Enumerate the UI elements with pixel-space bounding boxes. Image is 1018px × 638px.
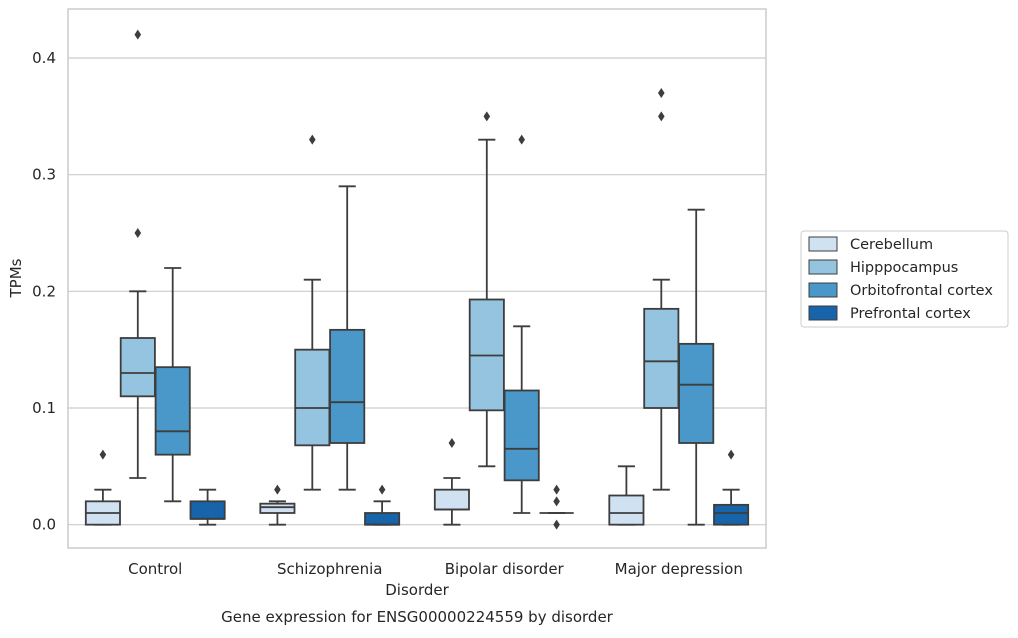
x-tick-label: Control (128, 560, 182, 578)
y-tick-label: 0.2 (32, 282, 56, 300)
y-tick-labels: 0.0 0.1 0.2 0.3 0.4 (32, 49, 56, 534)
outlier-marker (134, 228, 142, 238)
outlier-marker (99, 449, 107, 460)
box-prefrontal-cortex (189, 488, 226, 526)
y-tick-label: 0.4 (32, 49, 56, 67)
box-orbitofrontal-cortex (329, 185, 366, 491)
iqr-box (259, 502, 296, 514)
iqr-box (643, 307, 680, 409)
box-cerebellum (433, 438, 470, 526)
box-hipppocampus (643, 88, 680, 491)
outlier-marker (553, 519, 560, 530)
iqr-box (678, 342, 715, 444)
iqr-box (364, 512, 401, 526)
legend-swatch (808, 259, 838, 275)
x-tick-labels: Control Schizophrenia Bipolar disorder Majo… (128, 560, 743, 578)
box-orbitofrontal-cortex (154, 267, 191, 503)
box-cerebellum (259, 484, 296, 526)
legend-label: Hipppocampus (850, 260, 958, 276)
legend-frame (800, 230, 1009, 328)
iqr-box (329, 328, 366, 444)
box-prefrontal-cortex (713, 449, 750, 526)
x-axis-label: Disorder (385, 581, 449, 599)
outlier-marker (378, 484, 386, 495)
box-cerebellum (84, 449, 121, 526)
box-hipppocampus (119, 29, 156, 479)
y-tick-label: 0.1 (32, 399, 56, 417)
outlier-marker (553, 496, 560, 507)
chart-caption: Gene expression for ENSG00000224559 by d… (221, 608, 614, 626)
iqr-box (713, 503, 750, 526)
box-prefrontal-cortex (364, 484, 401, 526)
outlier-marker (518, 134, 525, 145)
outlier-marker (448, 438, 456, 448)
plot-area (68, 9, 766, 548)
box-orbitofrontal-cortex (678, 208, 715, 526)
legend: Cerebellum Hipppocampus Orbitofrontal cort… (800, 230, 1009, 328)
y-tick-label: 0.3 (32, 166, 56, 184)
iqr-box (503, 389, 540, 482)
x-tick-label: Schizophrenia (277, 560, 382, 578)
legend-label: Prefrontal cortex (850, 306, 971, 322)
iqr-box (154, 366, 191, 456)
box-prefrontal-cortex (539, 484, 574, 530)
box-cerebellum (608, 465, 645, 526)
legend-swatch (808, 236, 838, 252)
box-hipppocampus (468, 111, 505, 468)
y-axis-label: TPMs (7, 258, 25, 298)
outlier-marker (274, 484, 281, 495)
legend-label: Cerebellum (850, 237, 933, 253)
iqr-box (608, 494, 645, 526)
outlier-marker (727, 449, 735, 460)
boxes-layer (84, 29, 750, 530)
x-tick-label: Bipolar disorder (445, 560, 565, 578)
iqr-box (119, 337, 156, 398)
legend-label: Orbitofrontal cortex (850, 283, 993, 299)
y-tick-label: 0.0 (32, 516, 56, 534)
outlier-marker (309, 134, 316, 145)
outlier-marker (483, 111, 491, 122)
legend-swatch (808, 305, 838, 321)
outlier-marker (658, 88, 665, 98)
iqr-box (189, 500, 226, 520)
outlier-marker (658, 111, 665, 122)
iqr-box (433, 488, 470, 511)
iqr-box (294, 348, 331, 447)
x-tick-label: Major depression (615, 560, 743, 578)
outlier-marker (553, 484, 560, 495)
plot-frame (67, 8, 767, 549)
box-orbitofrontal-cortex (503, 134, 540, 514)
legend-swatch (808, 282, 838, 298)
outlier-marker (134, 29, 142, 40)
box-hipppocampus (294, 134, 331, 491)
